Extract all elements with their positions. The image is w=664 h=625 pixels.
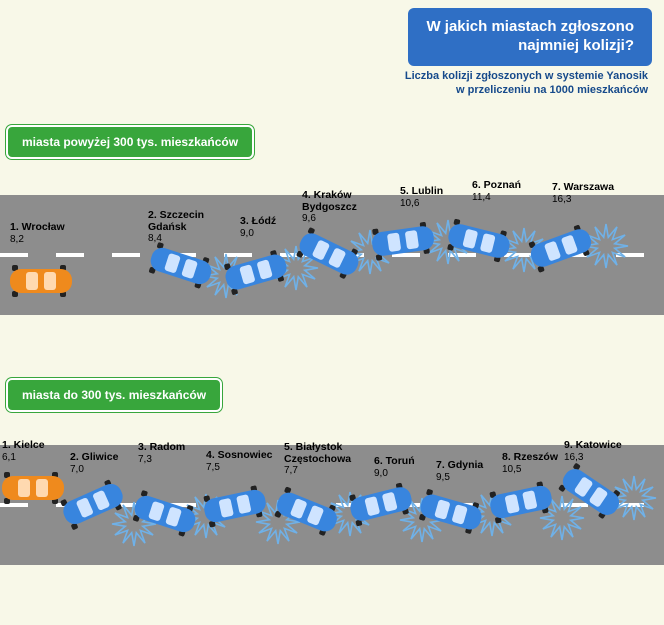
rank-name: 4. Sosnowiec [206,449,273,461]
city-label: 6. Poznań11,4 [472,180,521,203]
value: 7,0 [70,464,118,475]
value: 16,3 [552,194,614,205]
section-label-small: miasta do 300 tys. mieszkańców [6,378,222,412]
value: 8,2 [10,234,65,245]
value: 7,3 [138,454,185,465]
city-label: 2. SzczecinGdańsk8,4 [148,210,204,244]
rank-name: 1. Wrocław [10,221,65,233]
rank-name: 5. Białystok [284,441,342,453]
rank-name: 1. Kielce [2,439,45,451]
value: 7,7 [284,465,351,476]
extra-name: Częstochowa [284,454,351,466]
rank-name: 6. Toruń [374,455,415,467]
rank-name: 2. Gliwice [70,451,118,463]
value: 10,5 [502,464,558,475]
city-label: 3. Łódź9,0 [240,216,276,239]
value: 7,5 [206,462,273,473]
rank-name: 2. Szczecin [148,209,204,221]
value: 6,1 [2,452,45,463]
city-label: 1. Wrocław8,2 [10,222,65,245]
rank-name: 6. Poznań [472,179,521,191]
city-label: 4. KrakówBydgoszcz9,6 [302,190,357,224]
title-line1: W jakich miastach zgłoszono [426,18,634,35]
city-label: 7. Warszawa16,3 [552,182,614,205]
extra-name: Bydgoszcz [302,202,357,214]
city-label: 7. Gdynia9,5 [436,460,483,483]
value: 8,4 [148,233,204,244]
rank-name: 8. Rzeszów [502,451,558,463]
section-label-large: miasta powyżej 300 tys. mieszkańców [6,125,254,159]
title-box: W jakich miastach zgłoszono najmniej kol… [408,8,652,66]
rank-name: 7. Warszawa [552,181,614,193]
value: 9,0 [374,468,415,479]
subtitle-line1: Liczba kolizji zgłoszonych w systemie Ya… [405,70,648,82]
city-label: 1. Kielce6,1 [2,440,45,463]
rank-name: 9. Katowice [564,439,622,451]
value: 10,6 [400,198,443,209]
city-label: 6. Toruń9,0 [374,456,415,479]
rank-name: 5. Lublin [400,185,443,197]
subtitle-line2: w przeliczeniu na 1000 mieszkańców [456,84,648,96]
city-label: 9. Katowice16,3 [564,440,622,463]
value: 9,0 [240,228,276,239]
city-label: 2. Gliwice7,0 [70,452,118,475]
city-label: 3. Radom7,3 [138,442,185,465]
orange-car-icon [10,265,72,297]
value: 11,4 [472,192,521,203]
rank-name: 7. Gdynia [436,459,483,471]
title-line2: najmniej kolizji? [518,37,634,54]
value: 9,5 [436,472,483,483]
rank-name: 4. Kraków [302,189,352,201]
rank-name: 3. Łódź [240,215,276,227]
orange-car-icon [2,472,64,504]
city-label: 4. Sosnowiec7,5 [206,450,273,473]
rank-name: 3. Radom [138,441,185,453]
city-label: 5. BiałystokCzęstochowa7,7 [284,442,351,476]
subtitle: Liczba kolizji zgłoszonych w systemie Ya… [348,70,648,98]
extra-name: Gdańsk [148,222,204,234]
value: 9,6 [302,213,357,224]
city-label: 8. Rzeszów10,5 [502,452,558,475]
value: 16,3 [564,452,622,463]
city-label: 5. Lublin10,6 [400,186,443,209]
